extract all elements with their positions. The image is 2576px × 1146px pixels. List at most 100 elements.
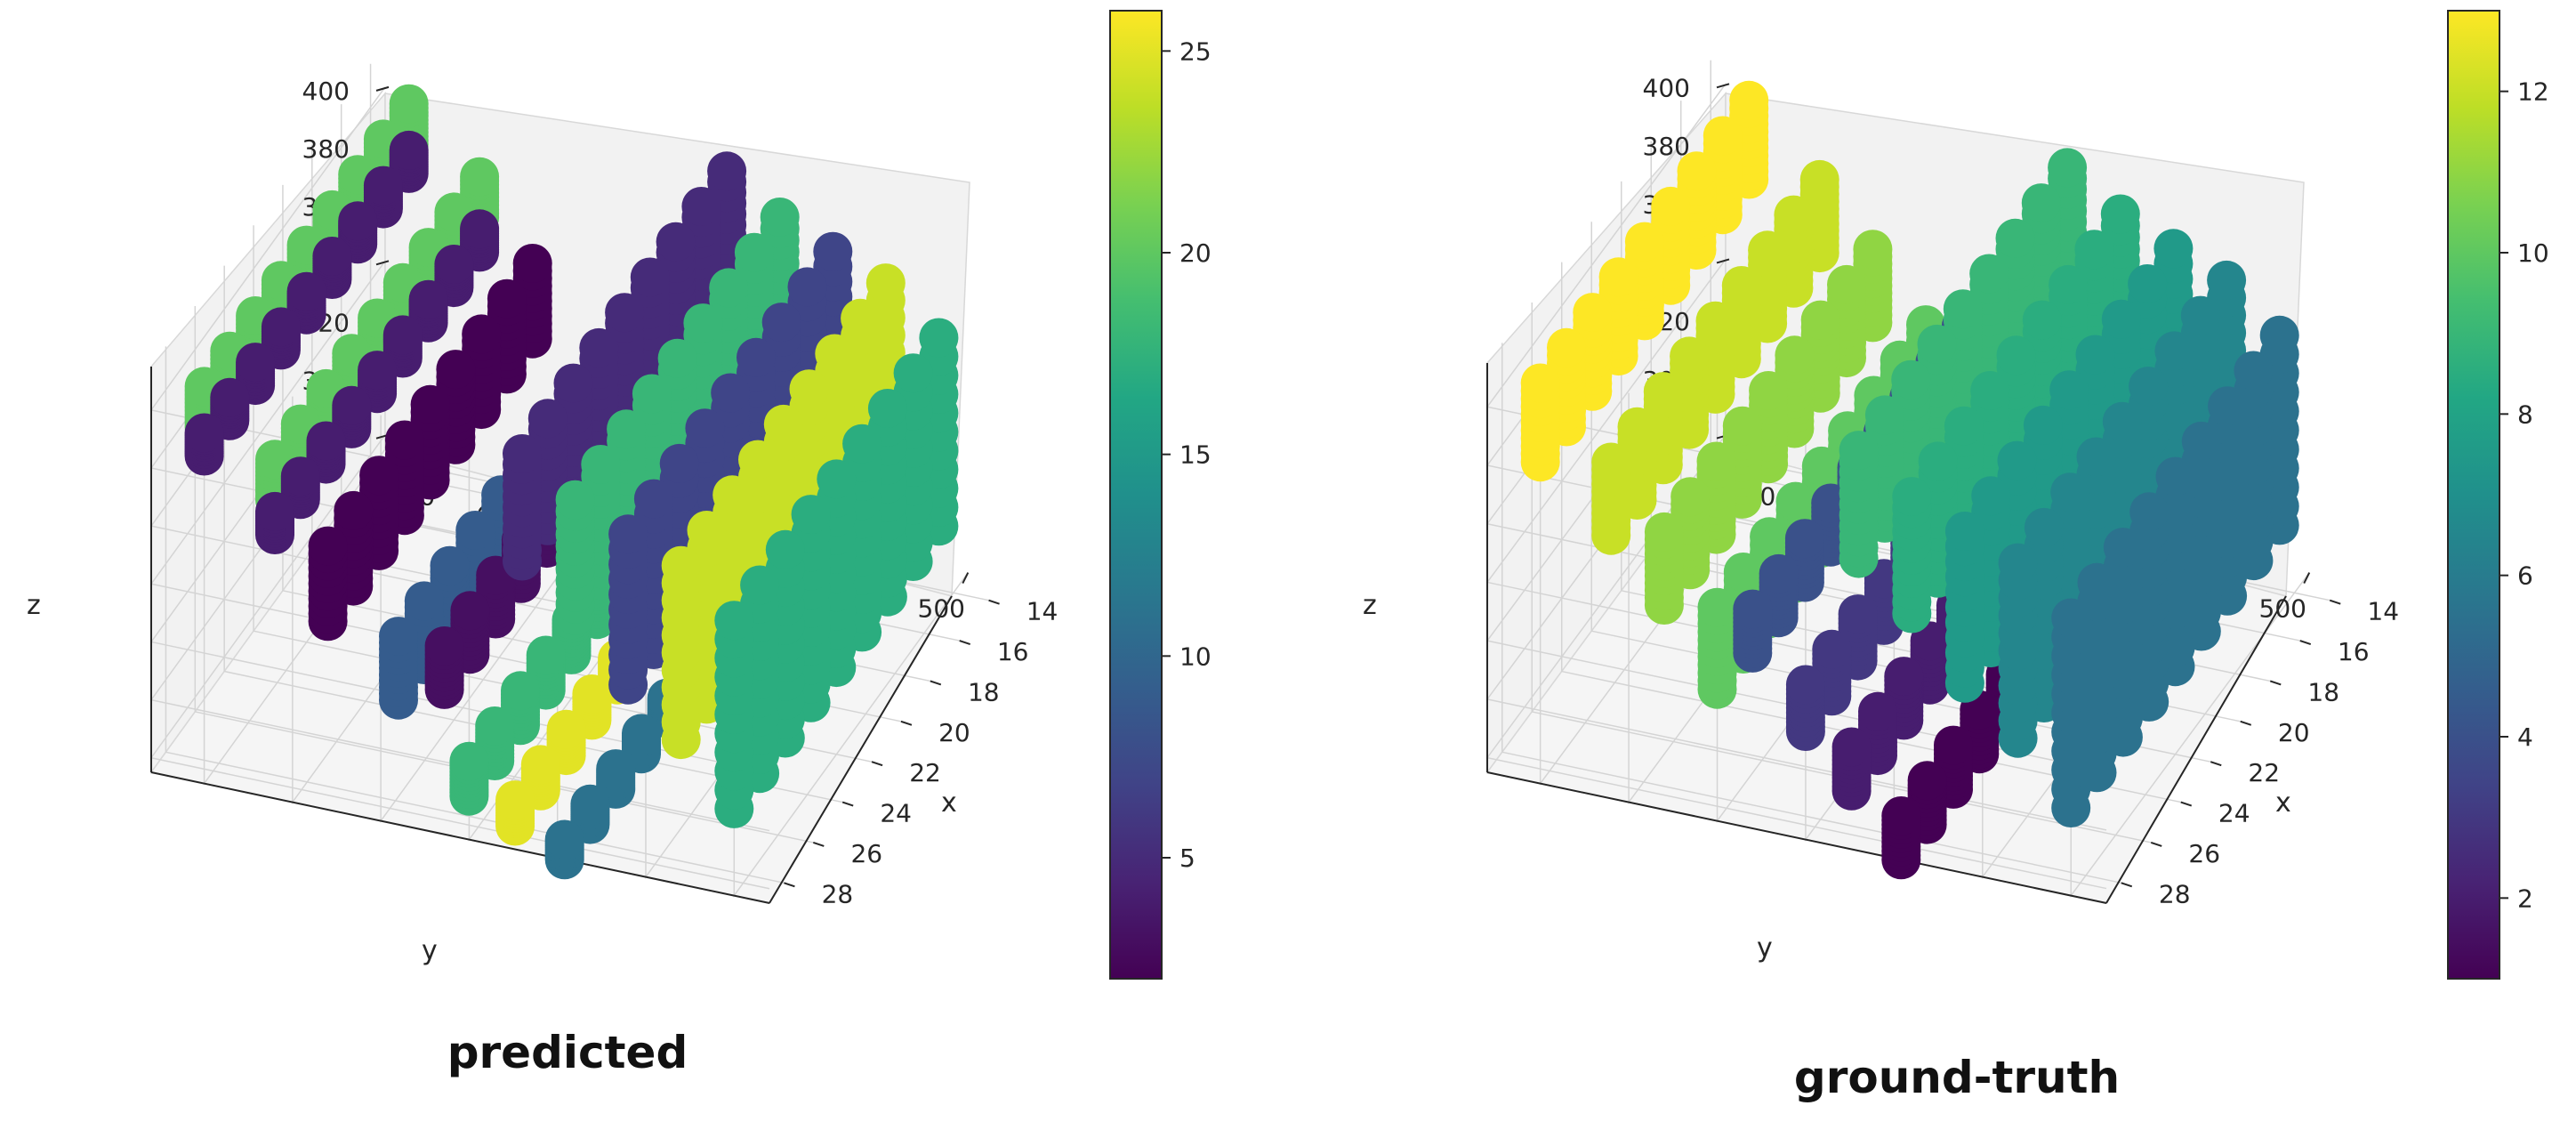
data-point [1881,796,1921,835]
data-point [1934,725,1973,765]
data-point [630,257,670,297]
data-point [761,303,801,343]
x-tick [2121,882,2133,888]
data-point [2102,401,2142,441]
data-point [1774,195,1814,235]
data-point [685,408,725,448]
data-point [495,780,535,820]
data-point [1998,543,2038,583]
data-point [1892,477,1932,517]
x-tick [841,801,854,807]
data-point [1547,327,1586,367]
data-point [1812,629,1852,669]
data-point [813,231,853,271]
x-tick-label: 20 [938,718,970,747]
data-point [1624,222,1664,262]
data-point [455,511,495,550]
data-point [1799,159,1839,199]
x-tick-label: 24 [880,799,912,828]
x-tick [930,680,942,686]
colorbar-tick-label: 10 [2517,238,2549,268]
data-point [1970,371,2010,410]
data-point [1907,761,1947,801]
data-point [308,526,348,566]
cluster [255,209,500,554]
data-point [1729,80,1769,120]
data-point [1520,363,1560,403]
x-tick-label: 22 [909,758,941,787]
data-point [687,511,727,550]
data-point [2128,264,2168,303]
colorbar-tick-label: 2 [2517,884,2533,913]
panel-predicted: 2803003203403603804006506256005755505255… [27,10,1212,1078]
data-point [622,714,661,754]
data-point [1643,372,1683,412]
data-point [1864,395,1904,435]
panel-ground-truth: 2803003203403603804006506256005755505255… [1363,10,2549,1103]
data-point [546,709,586,749]
y-axis-label-predicted: y [422,935,438,966]
data-point [462,314,502,354]
data-point [2207,260,2247,300]
data-point [681,187,721,226]
cluster [308,244,552,642]
z-tick [1716,83,1730,89]
data-point [2154,331,2194,371]
data-point [2024,507,2064,547]
data-point [512,244,552,283]
data-point [1853,230,1893,270]
data-point [2021,183,2061,223]
data-point [661,545,701,585]
y-tick-label: 500 [2259,594,2306,624]
data-point [1573,293,1613,333]
data-point [1749,371,1789,410]
z-tick-label: 400 [1643,73,1690,102]
data-point [656,222,696,262]
data-point [1677,151,1717,191]
axes3d-ground-truth: 2803003203403603804006506256005755505255… [1363,60,2399,964]
data-point [1670,477,1711,517]
data-point [740,565,780,605]
data-point [434,245,474,284]
data-point [1775,481,1815,521]
x-axis-line-ground-truth [2105,595,2287,904]
data-point [1651,186,1691,226]
data-point [2077,562,2117,602]
x-tick [988,599,1000,605]
data-point [359,456,399,496]
y-tick-label: 500 [918,594,965,624]
y-axis-line-predicted [150,771,770,904]
data-point [1670,336,1710,376]
data-point [1997,440,2037,480]
colorbar-tick-label: 12 [2517,77,2549,107]
x-tick [871,761,883,767]
data-point [865,263,906,303]
data-point [2076,437,2116,477]
x-tick-label: 28 [822,879,854,908]
data-point [2022,300,2062,340]
data-point [424,626,464,666]
data-point [404,581,444,621]
data-point [255,491,294,531]
data-point [2100,194,2140,234]
data-point [389,130,429,170]
data-point [2101,299,2141,339]
data-point [737,337,776,377]
data-point [527,399,568,439]
data-point [1917,324,1957,364]
z-tick [375,260,390,266]
data-point [1943,289,1983,329]
data-point [2129,492,2169,532]
caption-ground-truth: ground-truth [1794,1052,2120,1103]
cluster [184,130,429,476]
data-point [1591,442,1631,482]
x-tick-label: 16 [997,637,1029,666]
data-point [659,443,699,483]
data-point [1800,300,1840,340]
data-point [605,293,645,333]
data-point [1598,257,1638,297]
data-point [709,268,749,308]
colorbar-bar-ground-truth [2447,10,2500,980]
data-point [450,591,490,631]
